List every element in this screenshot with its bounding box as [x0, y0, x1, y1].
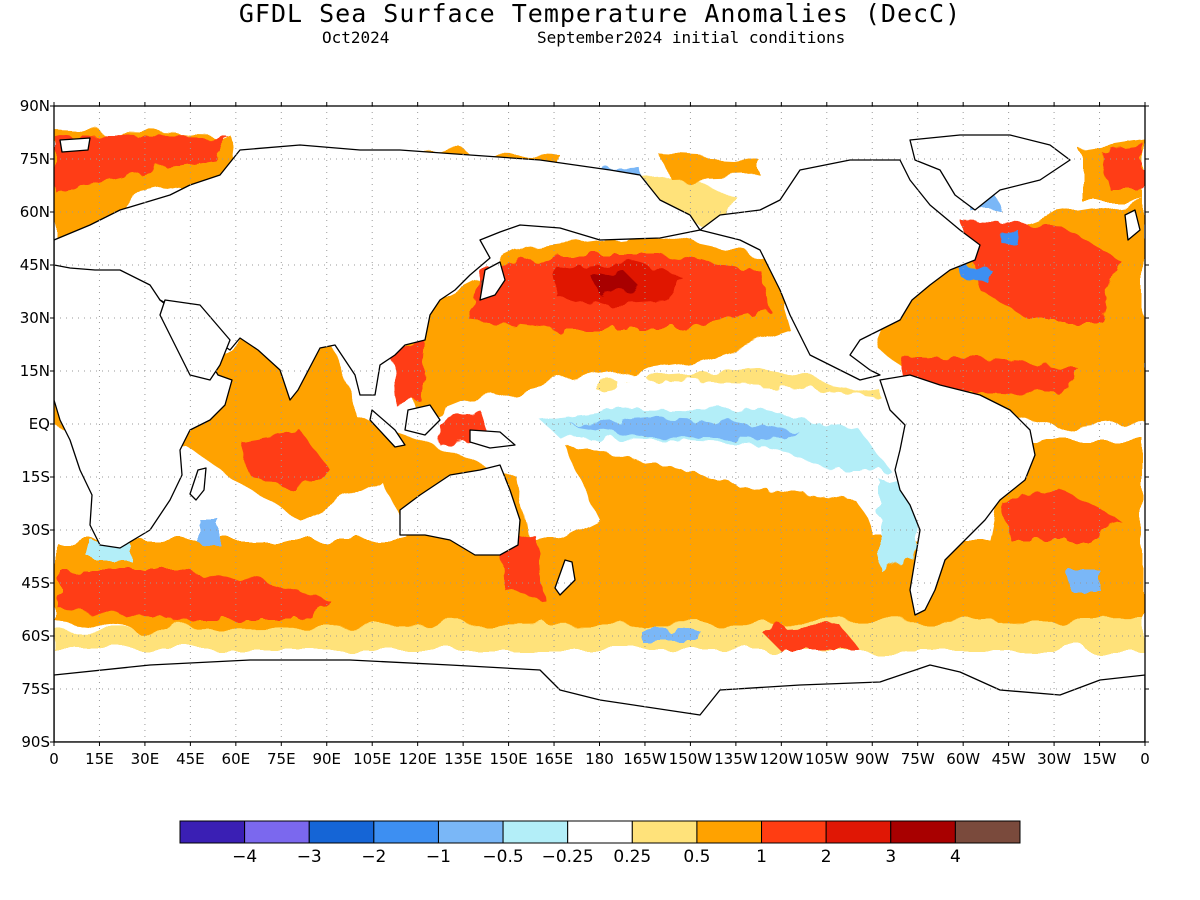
australia-coastline: [399, 464, 521, 556]
lat-tick-label: 30S: [21, 521, 50, 539]
latitude-labels: 90N 75N 60N 45N 30N 15N EQ 15S 30S 45S 60S 75S 90S: [20, 97, 50, 751]
lon-tick-label: 30E: [131, 750, 160, 768]
lon-tick-label: 0: [1140, 750, 1150, 768]
colorbar-tick-label: −0.25: [542, 847, 594, 867]
colorbar-tick-label: −3: [297, 847, 322, 867]
svalbard-coastline: [59, 137, 91, 153]
lon-tick-label: 75W: [901, 750, 935, 768]
colorbar: [179, 820, 1021, 844]
colorbar-labels: −4 −3 −2 −1 −0.5 −0.25 0.25 0.5 1 2 3 4: [232, 847, 961, 867]
sumatra-coastline: [369, 409, 406, 448]
forecast-month: Oct2024: [322, 28, 390, 47]
lon-tick-label: 165E: [535, 750, 573, 768]
lat-tick-label: 60S: [21, 627, 50, 645]
lat-tick-label: 45N: [20, 256, 50, 274]
lon-tick-label: 105W: [805, 750, 849, 768]
new-guinea-coastline: [469, 429, 516, 449]
colorbar-tick-label: −1: [426, 847, 451, 867]
lon-tick-label: 120E: [399, 750, 437, 768]
colorbar-swatch: [954, 820, 1021, 844]
colorbar-tick-label: −0.5: [482, 847, 523, 867]
lon-tick-label: 180: [585, 750, 614, 768]
colorbar-tick-label: 0.25: [613, 847, 651, 867]
lat-tick-label: 15S: [21, 468, 50, 486]
lon-tick-label: 30W: [1037, 750, 1071, 768]
lon-tick-label: 60E: [222, 750, 251, 768]
map-title: GFDL Sea Surface Temperature Anomalies (…: [238, 0, 962, 28]
axis-ticks: [50, 102, 1149, 746]
colorbar-swatch: [567, 820, 633, 844]
greenland-coastline: [909, 134, 1071, 211]
colorbar-swatch: [373, 820, 439, 844]
colorbar-tick-label: −4: [232, 847, 257, 867]
south-america-coastline: [879, 374, 1036, 616]
lon-tick-label: 0: [49, 750, 59, 768]
lon-tick-label: 165W: [623, 750, 667, 768]
lat-tick-label: 45S: [21, 574, 50, 592]
north-america-coastline: [699, 159, 981, 381]
new-zealand-coastline: [554, 559, 576, 596]
colorbar-swatch: [890, 820, 956, 844]
colorbar-swatch: [761, 820, 827, 844]
lat-tick-label: 30N: [20, 309, 50, 327]
colorbar-swatch: [696, 820, 763, 844]
lon-tick-label: 60W: [946, 750, 980, 768]
madagascar-coastline: [189, 467, 207, 501]
colorbar-tick-label: 0.5: [683, 847, 710, 867]
lon-tick-label: 105E: [353, 750, 391, 768]
colorbar-tick-label: −2: [361, 847, 386, 867]
antarctica-coastline: [54, 659, 1145, 742]
lon-tick-label: 90E: [312, 750, 341, 768]
lon-tick-label: 135E: [444, 750, 482, 768]
continents: [54, 134, 1145, 742]
colorbar-swatch: [308, 820, 375, 844]
lat-lon-grid: [54, 106, 1145, 742]
colorbar-tick-label: 2: [821, 847, 832, 867]
colorbar-tick-label: 3: [885, 847, 896, 867]
colorbar-swatch: [179, 820, 246, 844]
colorbar-swatch: [825, 820, 892, 844]
lon-tick-label: 90W: [855, 750, 889, 768]
lon-tick-label: 120W: [760, 750, 804, 768]
arabia-coastline: [159, 299, 231, 381]
lat-tick-label: 90N: [20, 97, 50, 115]
lat-tick-label: 75S: [21, 680, 50, 698]
japan-coastline: [479, 261, 506, 301]
lat-tick-label: EQ: [29, 415, 50, 433]
colorbar-swatch: [437, 820, 504, 844]
lat-tick-label: 90S: [21, 733, 50, 751]
lon-tick-label: 15E: [85, 750, 114, 768]
lon-tick-label: 135W: [714, 750, 758, 768]
colorbar-tick-label: 4: [950, 847, 961, 867]
lon-tick-label: 45E: [176, 750, 205, 768]
lon-tick-label: 150E: [490, 750, 528, 768]
lon-tick-label: 150W: [669, 750, 713, 768]
lat-tick-label: 15N: [20, 362, 50, 380]
colorbar-swatch: [502, 820, 569, 844]
colorbar-swatch: [244, 820, 310, 844]
lon-tick-label: 75E: [267, 750, 296, 768]
british-isles-coastline: [1124, 209, 1141, 241]
colorbar-swatch: [631, 820, 698, 844]
colorbar-tick-label: 1: [756, 847, 767, 867]
lat-tick-label: 75N: [20, 150, 50, 168]
longitude-labels: 0 15E 30E 45E 60E 75E 90E 105E 120E 135E 150E 165E 1…: [49, 750, 1150, 768]
initial-conditions: September2024 initial conditions: [537, 28, 846, 47]
lon-tick-label: 45W: [992, 750, 1026, 768]
lat-tick-label: 60N: [20, 203, 50, 221]
borneo-coastline: [404, 404, 441, 436]
lon-tick-label: 15W: [1083, 750, 1117, 768]
